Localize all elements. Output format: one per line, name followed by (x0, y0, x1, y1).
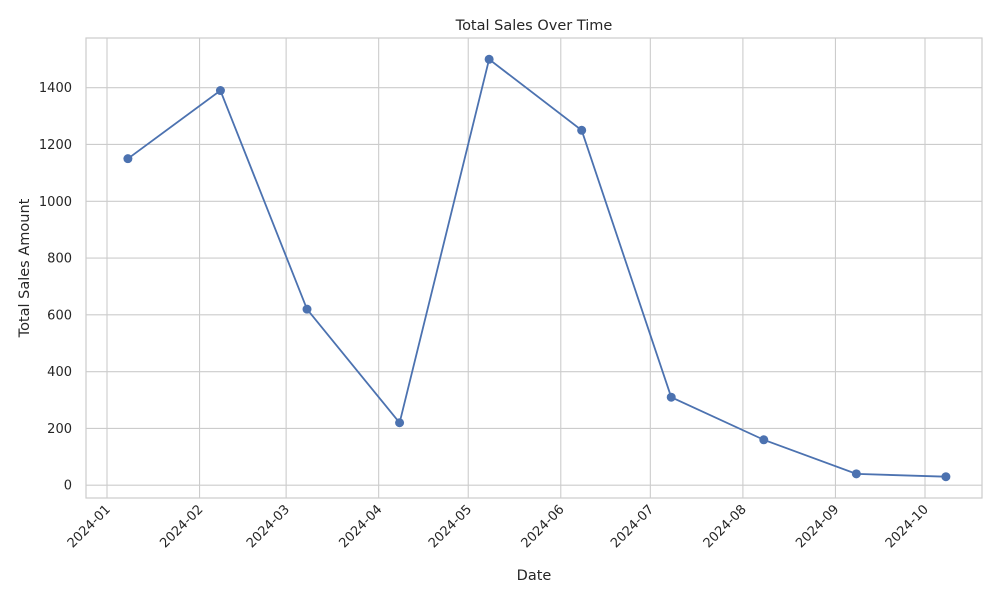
series-total-sales (123, 54, 951, 482)
x-tick-label: 2024-01 (65, 502, 114, 551)
x-tick-label: 2024-05 (426, 502, 475, 551)
y-tick-label: 1000 (39, 195, 72, 210)
x-axis-label: Date (517, 568, 552, 584)
data-point (302, 304, 312, 314)
data-point (577, 125, 587, 135)
x-tick-label: 2024-02 (157, 502, 206, 551)
x-tick-label: 2024-04 (336, 502, 385, 551)
y-tick-label: 1200 (39, 138, 72, 153)
series-line (127, 57, 946, 478)
data-point (941, 472, 951, 482)
data-point (759, 435, 769, 445)
x-tick-label: 2024-08 (701, 502, 750, 551)
data-point (666, 392, 676, 402)
x-tick-label: 2024-07 (608, 502, 657, 551)
y-tick-label: 800 (47, 252, 72, 267)
y-axis-label: Total Sales Amount (17, 198, 33, 338)
data-point (123, 154, 133, 164)
x-tick-label: 2024-09 (793, 502, 842, 551)
data-point (395, 418, 405, 428)
x-tick-label: 2024-06 (519, 502, 568, 551)
data-point (215, 86, 225, 96)
grid (86, 38, 982, 498)
data-point (484, 54, 494, 64)
x-axis-ticks: 2024-01 2024-02 2024-03 2024-04 2024-05 2024-… (65, 502, 932, 551)
chart-title: Total Sales Over Time (455, 18, 613, 34)
y-tick-label: 0 (64, 479, 72, 494)
y-tick-label: 600 (47, 308, 72, 323)
y-tick-label: 200 (47, 422, 72, 437)
data-point (851, 469, 861, 479)
y-tick-label: 400 (47, 365, 72, 380)
x-tick-label: 2024-10 (883, 502, 932, 551)
plot-frame (85, 37, 983, 499)
x-tick-label: 2024-03 (244, 502, 293, 551)
y-axis-ticks: 0 200 400 600 800 1000 1200 1400 (39, 81, 72, 494)
y-tick-label: 1400 (39, 81, 72, 96)
